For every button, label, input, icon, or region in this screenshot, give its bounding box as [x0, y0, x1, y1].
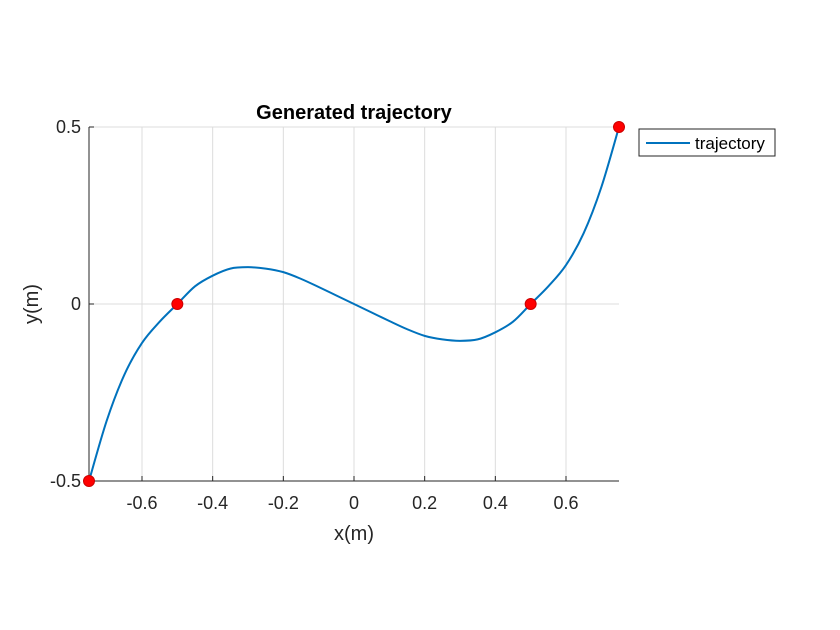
y-axis-label: y(m)	[21, 284, 43, 324]
x-tick-label: -0.2	[268, 493, 299, 513]
waypoint-marker	[613, 121, 625, 133]
chart-title: Generated trajectory	[256, 102, 453, 124]
marker-layer	[83, 121, 625, 487]
x-axis-label: x(m)	[334, 523, 374, 545]
x-tick-label: 0.2	[412, 493, 437, 513]
waypoint-marker	[524, 298, 537, 310]
waypoint-marker	[171, 298, 184, 310]
axes: -0.6 -0.4 -0.2 0 0.2 0.4 0.6 -0.5 0 0.5	[50, 117, 619, 513]
waypoint-marker	[83, 475, 95, 487]
x-tick-label: 0.6	[553, 493, 578, 513]
x-tick-label: 0	[349, 493, 359, 513]
legend-label-trajectory: trajectory	[695, 134, 765, 153]
y-tick-label: 0.5	[56, 117, 81, 137]
legend: trajectory	[638, 128, 776, 157]
y-tick-label: 0	[71, 294, 81, 314]
x-tick-label: 0.4	[483, 493, 508, 513]
x-tick-label: -0.6	[126, 493, 157, 513]
y-tick-label: -0.5	[50, 471, 81, 491]
x-tick-label: -0.4	[197, 493, 228, 513]
